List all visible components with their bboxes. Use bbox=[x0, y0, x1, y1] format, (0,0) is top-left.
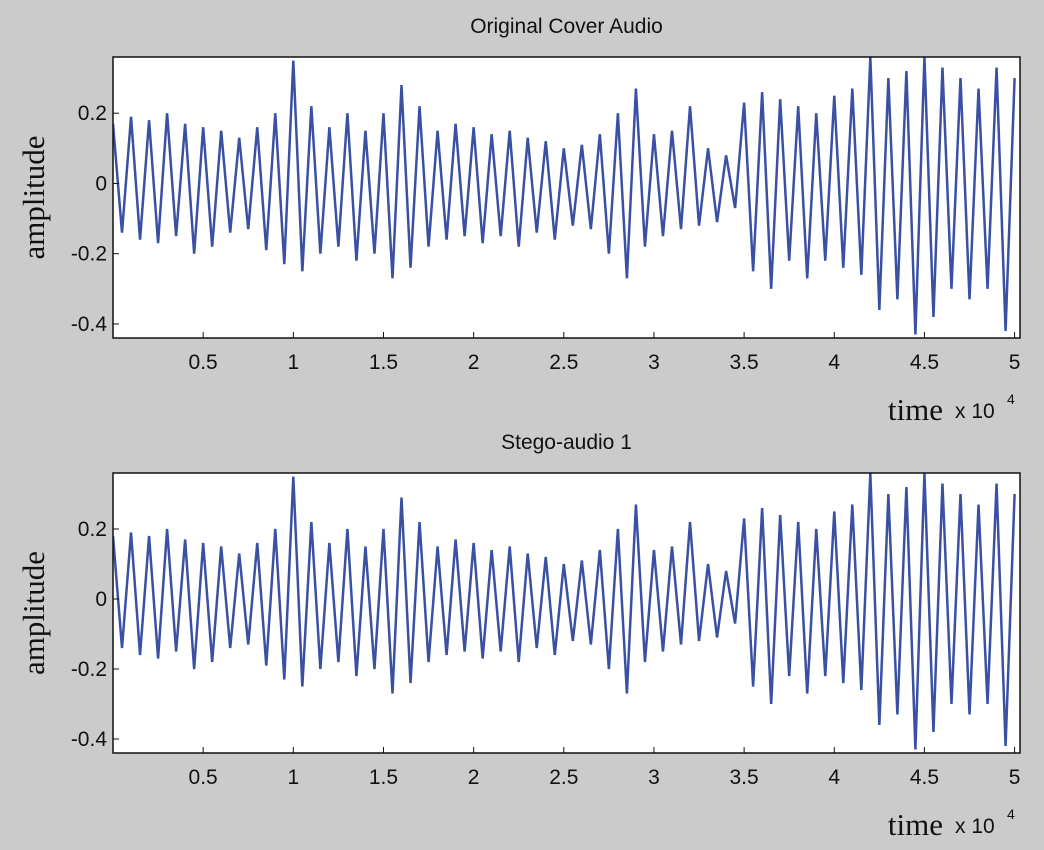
x-tick-label: 2 bbox=[468, 766, 480, 789]
x-tick-label: 3.5 bbox=[730, 766, 759, 789]
x-tick-label: 1 bbox=[287, 766, 299, 789]
x-multiplier: x 10 bbox=[955, 815, 995, 838]
x-tick-label: 2 bbox=[468, 351, 480, 374]
chart-title: Stego-audio 1 bbox=[501, 431, 632, 454]
axes-frame bbox=[112, 472, 1021, 754]
waveform bbox=[113, 57, 1016, 335]
x-tick-label: 2.5 bbox=[549, 766, 578, 789]
axes-frame bbox=[112, 56, 1021, 339]
waveform bbox=[113, 473, 1016, 750]
y-axis-label: amplitude bbox=[16, 136, 51, 260]
x-tick-label: 4.5 bbox=[910, 766, 939, 789]
x-exponent: 4 bbox=[1007, 806, 1015, 822]
x-tick-label: 1 bbox=[287, 351, 299, 374]
y-tick-label: 0 bbox=[95, 172, 107, 195]
x-tick-label: 1.5 bbox=[369, 351, 398, 374]
y-tick-label: 0.2 bbox=[78, 518, 107, 541]
x-exponent: 4 bbox=[1007, 391, 1015, 407]
x-tick-label: 0.5 bbox=[189, 351, 218, 374]
x-tick-label: 1.5 bbox=[369, 766, 398, 789]
x-tick-label: 3 bbox=[648, 351, 660, 374]
y-axis-label: amplitude bbox=[16, 551, 51, 675]
x-tick-label: 5 bbox=[1009, 766, 1021, 789]
chart-title: Original Cover Audio bbox=[470, 15, 663, 38]
x-tick-label: 3 bbox=[648, 766, 660, 789]
x-tick-label: 4 bbox=[828, 766, 840, 789]
x-tick-label: 4 bbox=[828, 351, 840, 374]
y-tick-label: -0.4 bbox=[71, 728, 108, 751]
x-tick-label: 2.5 bbox=[549, 351, 578, 374]
x-axis-label: time bbox=[888, 392, 943, 427]
y-tick-label: -0.4 bbox=[71, 313, 108, 336]
x-tick-label: 4.5 bbox=[910, 351, 939, 374]
y-tick-label: 0.2 bbox=[78, 102, 107, 125]
x-axis-label: time bbox=[888, 807, 943, 842]
x-multiplier: x 10 bbox=[955, 400, 995, 423]
y-tick-label: 0 bbox=[95, 588, 107, 611]
y-tick-label: -0.2 bbox=[71, 658, 107, 681]
y-tick-label: -0.2 bbox=[71, 243, 107, 266]
x-tick-label: 3.5 bbox=[730, 351, 759, 374]
x-tick-label: 0.5 bbox=[189, 766, 218, 789]
x-tick-label: 5 bbox=[1009, 351, 1021, 374]
